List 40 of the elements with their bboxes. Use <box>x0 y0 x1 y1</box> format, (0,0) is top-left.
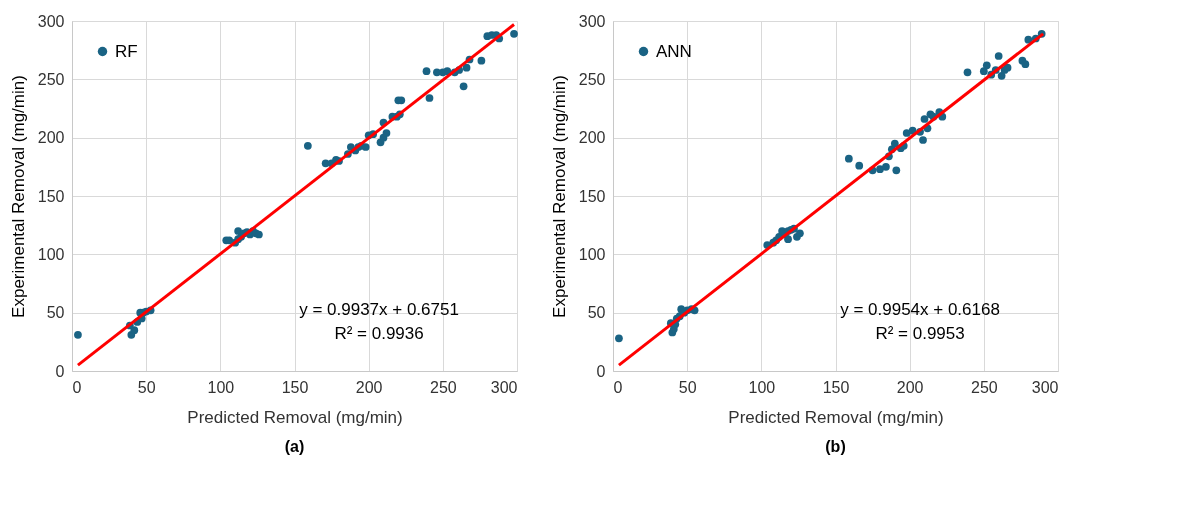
legend-label: ANN <box>656 41 692 61</box>
x-tick-label: 0 <box>613 378 623 396</box>
y-tick-label: 50 <box>46 304 65 322</box>
y-tick-label: 250 <box>578 70 606 88</box>
x-axis-title: Predicted Removal (mg/min) <box>187 407 403 427</box>
x-tick-label: 250 <box>429 378 457 396</box>
y-tick-label: 300 <box>578 12 606 30</box>
legend-label: RF <box>115 41 138 61</box>
x-tick-label: 200 <box>355 378 383 396</box>
x-tick-label: 200 <box>896 378 924 396</box>
x-tick-label: 250 <box>970 378 998 396</box>
y-tick-label: 0 <box>596 362 606 380</box>
x-axis-title: Predicted Removal (mg/min) <box>728 407 944 427</box>
y-tick-label: 150 <box>578 187 606 205</box>
y-axis-title: Experimental Removal (mg/min) <box>549 75 569 318</box>
x-tick-label: 100 <box>207 378 235 396</box>
y-tick-label: 100 <box>578 245 606 263</box>
x-tick-label: 0 <box>72 378 82 396</box>
annotation: R² = 0.9936 <box>334 323 424 343</box>
y-tick-label: 0 <box>55 362 65 380</box>
y-tick-label: 200 <box>37 129 65 147</box>
y-axis-title: Experimental Removal (mg/min) <box>8 75 28 318</box>
x-tick-label: 50 <box>137 378 156 396</box>
annotation: y = 0.9954x + 0.6168 <box>840 299 1000 319</box>
y-tick-label: 250 <box>37 70 65 88</box>
text: (a) <box>284 438 305 455</box>
x-tick-label: 100 <box>748 378 776 396</box>
y-tick-label: 50 <box>587 304 606 322</box>
annotation: y = 0.9937x + 0.6751 <box>299 299 459 319</box>
text: (b) <box>825 438 846 455</box>
x-tick-label: 50 <box>678 378 697 396</box>
x-tick-label: 300 <box>1031 378 1059 396</box>
x-tick-label: 300 <box>490 378 518 396</box>
annotation: R² = 0.9953 <box>875 323 965 343</box>
y-tick-label: 150 <box>37 187 65 205</box>
y-tick-label: 200 <box>578 129 606 147</box>
x-tick-label: 150 <box>281 378 309 396</box>
y-tick-label: 100 <box>37 245 65 263</box>
y-tick-label: 300 <box>37 12 65 30</box>
x-tick-label: 150 <box>822 378 850 396</box>
